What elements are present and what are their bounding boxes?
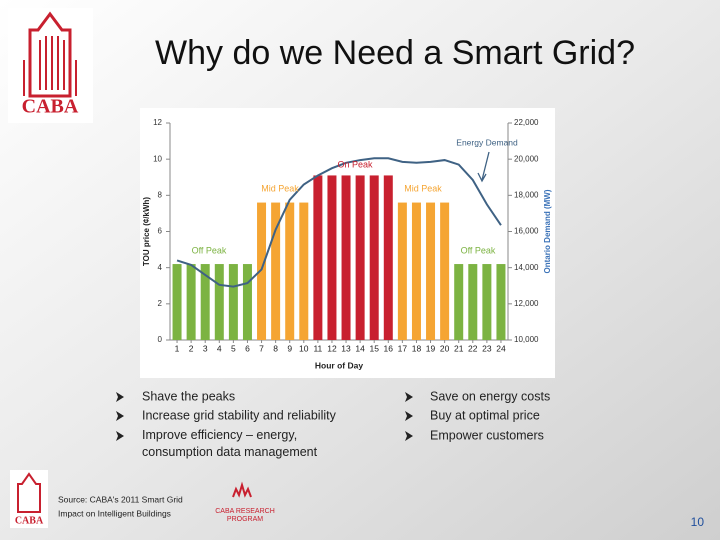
research-logo: CABA RESEARCH PROGRAM [215, 481, 275, 523]
bar [468, 264, 478, 340]
bar [397, 202, 407, 340]
bar [313, 175, 323, 340]
x-tick-label: 19 [426, 343, 436, 353]
bullet-text: Improve efficiency – energy, consumption … [142, 428, 318, 459]
bar [383, 175, 393, 340]
annotation: Energy Demand [456, 137, 518, 147]
x-tick-label: 23 [482, 343, 492, 353]
x-tick-label: 16 [384, 343, 394, 353]
y-tick-label: 6 [158, 227, 163, 236]
x-tick-label: 15 [369, 343, 379, 353]
bullet-arrow [116, 431, 124, 441]
y-tick-label: 10 [153, 154, 162, 163]
x-tick-label: 20 [440, 343, 450, 353]
y2-tick-label: 12,000 [514, 299, 539, 308]
y2-tick-label: 14,000 [514, 263, 539, 272]
bar [214, 264, 224, 340]
x-tick-label: 12 [327, 343, 337, 353]
bar [355, 175, 365, 340]
x-axis-label: Hour of Day [315, 360, 363, 370]
x-tick-label: 4 [217, 343, 222, 353]
bar [186, 264, 196, 340]
y2-axis-label: Ontario Demand (MW) [543, 189, 552, 273]
demand-line [176, 157, 502, 288]
annotation: Off Peak [461, 245, 496, 255]
bar [411, 202, 421, 340]
x-tick-label: 22 [468, 343, 478, 353]
bullet-arrow [116, 411, 124, 421]
page-number: 10 [691, 515, 705, 529]
bar [440, 202, 450, 340]
bar [228, 264, 238, 340]
bar [200, 264, 210, 340]
y-tick-label: 8 [158, 190, 163, 199]
x-tick-label: 7 [259, 343, 264, 353]
x-tick-label: 10 [299, 343, 309, 353]
x-tick-label: 18 [412, 343, 422, 353]
footer-logo-text: CABA [15, 515, 44, 526]
x-tick-label: 17 [398, 343, 408, 353]
bullet-arrow [405, 431, 413, 441]
annotation-arrow [477, 151, 490, 183]
bar [369, 175, 379, 340]
bar [482, 264, 492, 340]
annotation: Mid Peak [404, 183, 442, 193]
bullet-text: Increase grid stability and reliability [142, 408, 337, 422]
x-tick-label: 3 [203, 343, 208, 353]
y-tick-label: 2 [158, 299, 163, 308]
logo: CABA [8, 8, 93, 123]
bar [299, 202, 309, 340]
source-line: Source: CABA's 2011 Smart Grid [58, 494, 183, 504]
y-tick-label: 4 [158, 263, 163, 272]
bullet-text: Buy at optimal price [430, 408, 540, 422]
x-tick-label: 11 [313, 343, 322, 353]
bullet-text: Shave the peaks [142, 389, 235, 403]
y2-tick-label: 22,000 [514, 118, 539, 127]
x-tick-label: 9 [287, 343, 292, 353]
bar [271, 202, 281, 340]
bar [257, 202, 267, 340]
annotation: Mid Peak [261, 183, 299, 193]
y2-tick-label: 10,000 [514, 335, 539, 344]
chart: 02468101210,00012,00014,00016,00018,0002… [142, 118, 552, 370]
bar [327, 175, 337, 340]
x-tick-label: 24 [496, 343, 506, 353]
footer-logo: CABA [10, 470, 48, 528]
research-line: PROGRAM [227, 516, 263, 523]
bar [341, 175, 351, 340]
bar [454, 264, 464, 340]
x-tick-label: 8 [273, 343, 278, 353]
logo-text: CABA [22, 96, 79, 118]
bar [496, 264, 506, 340]
research-line: CABA RESEARCH [215, 508, 275, 515]
y-axis-label: TOU price (¢/kWh) [142, 197, 151, 267]
y-tick-label: 12 [153, 118, 162, 127]
bar [426, 202, 436, 340]
x-tick-label: 6 [245, 343, 250, 353]
source-line: Impact on Intelligent Buildings [58, 508, 171, 518]
x-tick-label: 5 [231, 343, 236, 353]
bullet-arrow [405, 411, 413, 421]
annotation: Off Peak [192, 245, 227, 255]
x-tick-label: 21 [454, 343, 464, 353]
bullet-text: Save on energy costs [430, 389, 550, 403]
y2-tick-label: 18,000 [514, 190, 539, 199]
annotation: On Peak [337, 159, 373, 169]
bullets: Shave the peaks Increase grid stability a… [116, 389, 550, 459]
x-tick-label: 2 [189, 343, 194, 353]
bar [242, 264, 252, 340]
y-tick-label: 0 [158, 335, 163, 344]
slide-title: Why do we Need a Smart Grid? [155, 34, 635, 72]
x-tick-label: 14 [355, 343, 365, 353]
bullet-text: Empower customers [430, 428, 544, 442]
bullet-arrow [116, 392, 124, 402]
bar [172, 264, 182, 340]
bar [285, 202, 295, 340]
x-tick-label: 1 [175, 343, 180, 353]
bullet-arrow [405, 392, 413, 402]
x-tick-label: 13 [341, 343, 351, 353]
y2-tick-label: 16,000 [514, 227, 539, 236]
y2-tick-label: 20,000 [514, 154, 539, 163]
